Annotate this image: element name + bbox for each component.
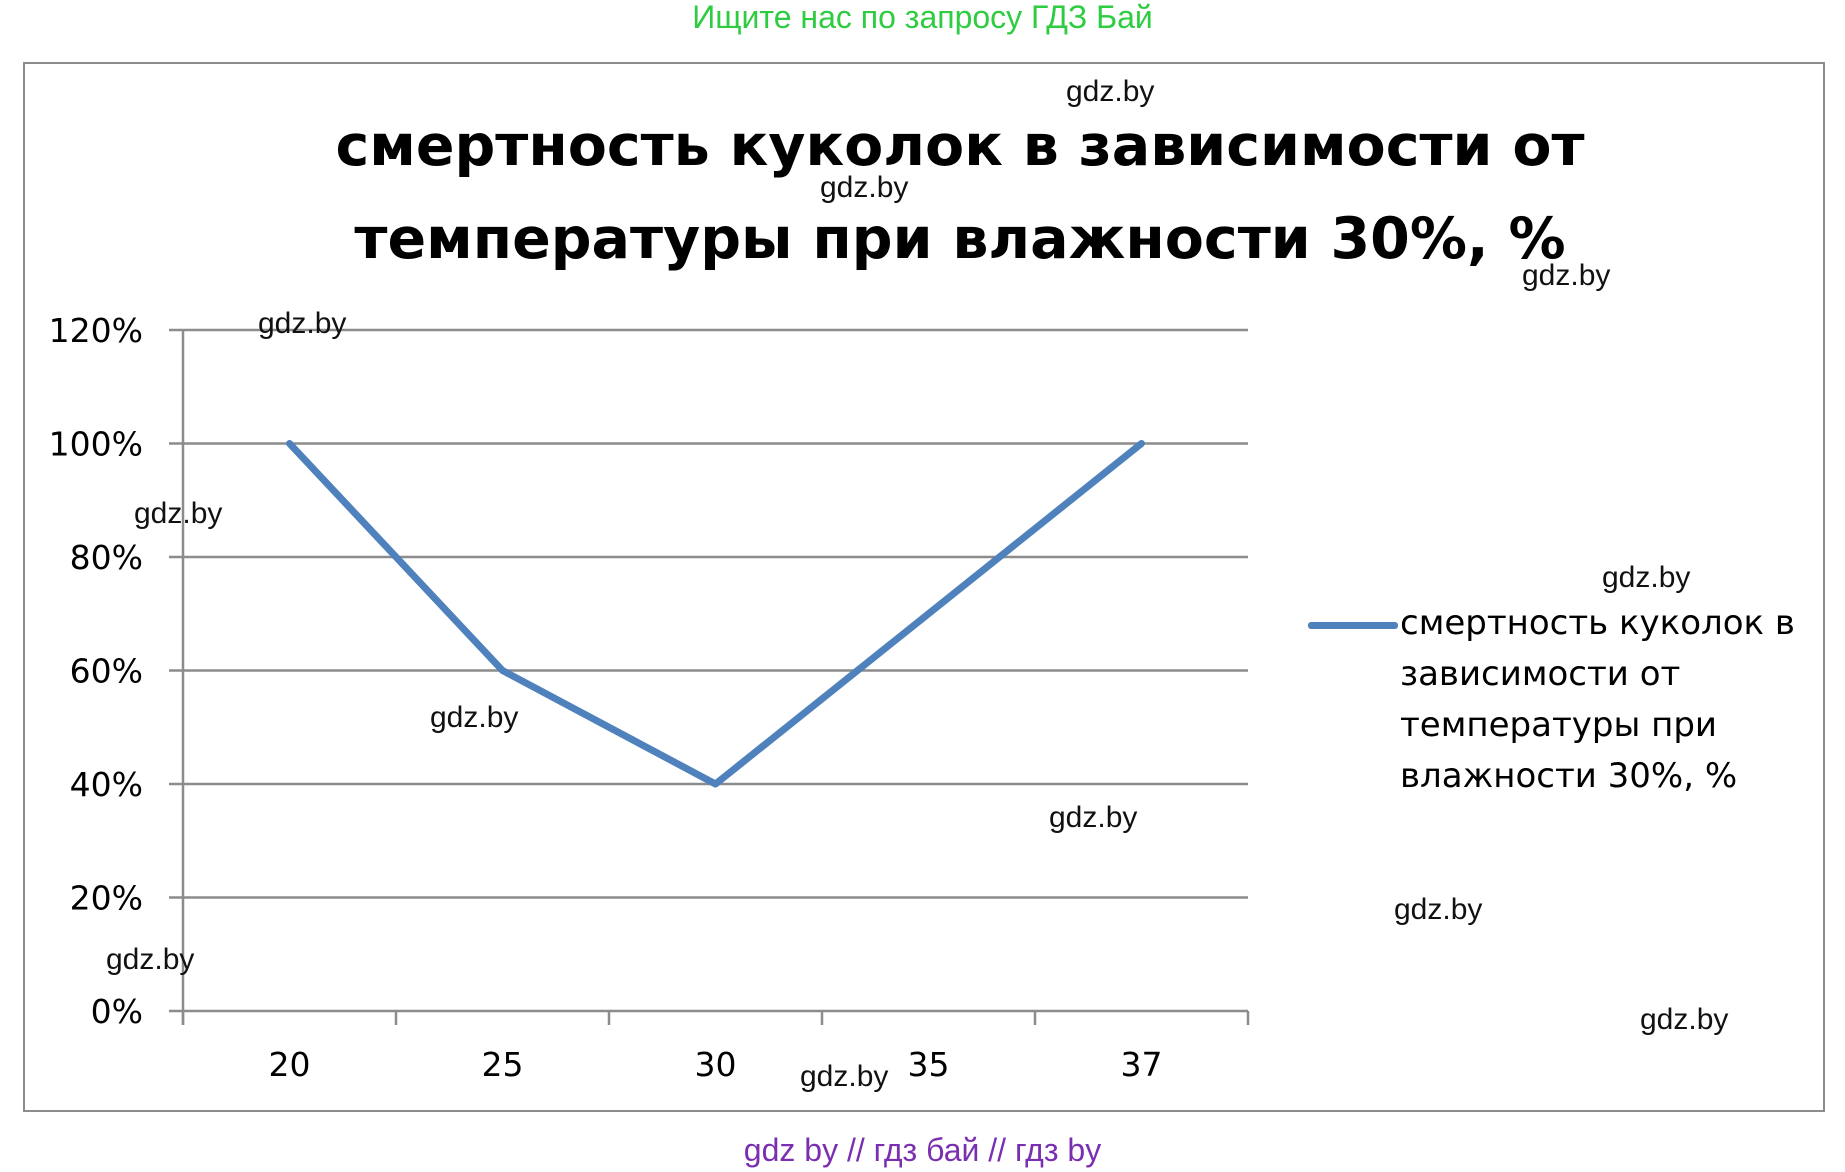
chart-title-line-1: смертность куколок в зависимости от bbox=[335, 113, 1585, 179]
legend-label: смертность куколок в зависимости от темп… bbox=[1400, 603, 1795, 796]
watermark: gdz.by bbox=[1394, 893, 1483, 926]
watermark: gdz.by bbox=[1049, 801, 1138, 834]
y-tick-label: 20% bbox=[70, 879, 143, 918]
x-tick-label: 35 bbox=[908, 1045, 950, 1084]
chart-title: смертность куколок в зависимости от темп… bbox=[260, 100, 1660, 286]
watermark: gdz.by bbox=[1066, 75, 1155, 108]
data-point bbox=[500, 668, 505, 673]
watermark: gdz.by bbox=[1522, 259, 1611, 292]
data-point bbox=[1139, 441, 1144, 446]
watermark: gdz.by bbox=[258, 307, 347, 340]
data-point bbox=[287, 441, 292, 446]
legend-swatch bbox=[1308, 622, 1398, 629]
watermark: gdz.by bbox=[1640, 1003, 1729, 1036]
watermark: gdz.by bbox=[800, 1060, 889, 1093]
y-tick-label: 100% bbox=[49, 425, 143, 464]
y-tick-label: 40% bbox=[70, 765, 143, 804]
series-line bbox=[286, 440, 1145, 788]
x-tick-label: 30 bbox=[695, 1045, 737, 1084]
y-tick-label: 80% bbox=[70, 538, 143, 577]
watermark: gdz.by bbox=[1602, 561, 1691, 594]
y-tick-label: 120% bbox=[49, 311, 143, 350]
y-tick-label: 60% bbox=[70, 652, 143, 691]
watermark: gdz.by bbox=[430, 701, 519, 734]
chart-title-line-2: температуры при влажности 30%, % bbox=[354, 206, 1566, 272]
bottom-banner: gdz by // гдз бай // гдз by bbox=[743, 1132, 1102, 1168]
x-tick-label: 20 bbox=[269, 1045, 311, 1084]
watermark: gdz.by bbox=[106, 943, 195, 976]
x-tick-label: 25 bbox=[482, 1045, 524, 1084]
y-tick-label: 0% bbox=[91, 992, 143, 1031]
chart-frame bbox=[23, 62, 1825, 1112]
x-tick-label: 37 bbox=[1121, 1045, 1163, 1084]
watermark: gdz.by bbox=[134, 497, 223, 530]
top-banner: Ищите нас по запросу ГДЗ Бай bbox=[692, 0, 1153, 35]
watermark: gdz.by bbox=[820, 171, 909, 204]
data-point bbox=[713, 782, 718, 786]
